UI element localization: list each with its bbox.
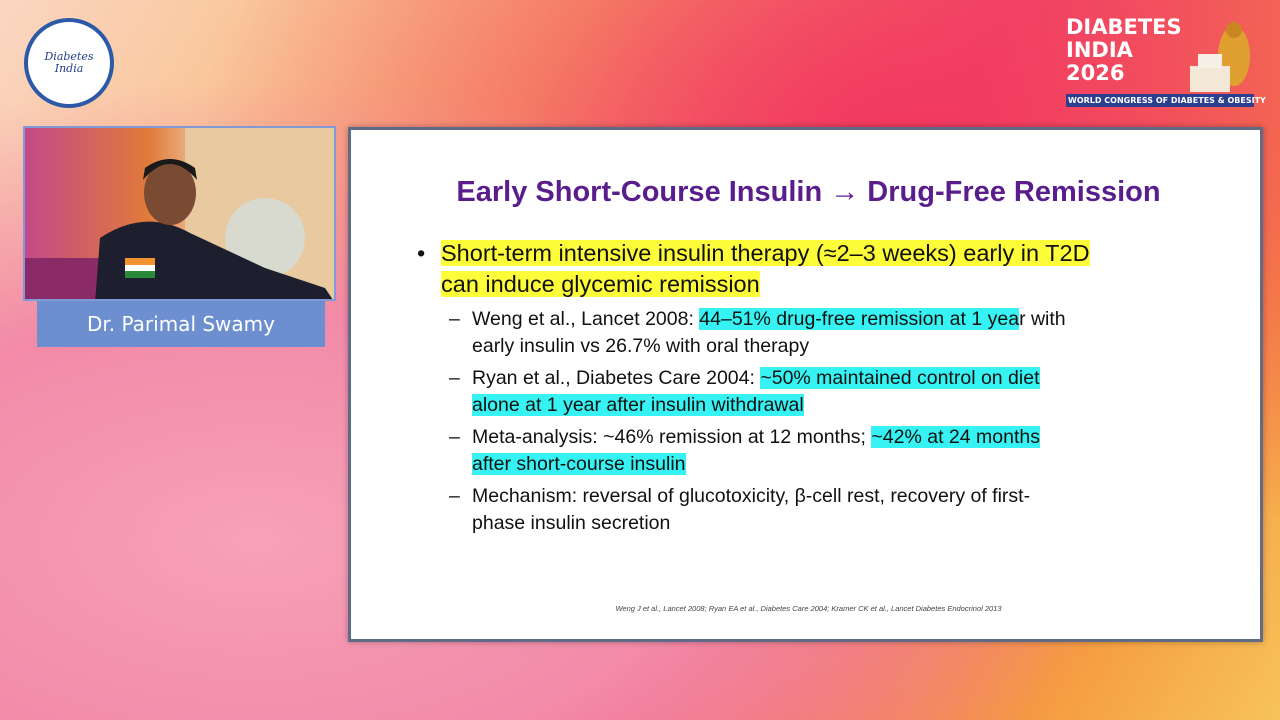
- text-segment: Ryan et al., Diabetes Care 2004:: [472, 367, 761, 389]
- sub-bullet: Meta-analysis: ~46% remission at 12 mont…: [417, 424, 1082, 477]
- video-frame: [25, 128, 334, 299]
- text-segment: r with early insulin vs 26.7% with oral …: [472, 308, 1066, 357]
- text-segment: Meta-analysis: ~46% remission at 12 mont…: [472, 426, 872, 448]
- logo: Diabetes India: [24, 18, 114, 108]
- highlighted-text: Short-term intensive insulin therapy (≈2…: [441, 240, 1090, 297]
- slide: Early Short-Course Insulin → Drug-Free R…: [348, 127, 1263, 642]
- text-segment: Weng et al., Lancet 2008:: [472, 308, 700, 330]
- speaker-name: Dr. Parimal Swamy: [37, 301, 325, 347]
- logo-text: Diabetes India: [44, 50, 94, 75]
- text-segment: Mechanism: reversal of glucotoxicity, β-…: [472, 485, 1031, 534]
- slide-title: Early Short-Course Insulin → Drug-Free R…: [456, 176, 1161, 208]
- sub-bullet: Ryan et al., Diabetes Care 2004: ~50% ma…: [417, 365, 1082, 418]
- event-brand: DIABETES INDIA 2026 WORLD CONGRESS OF DI…: [1066, 15, 1266, 111]
- event-year: 2026: [1066, 61, 1125, 85]
- highlighted-text: 44–51% drug-free remission at 1 yea: [699, 308, 1020, 330]
- statue-icon: [1190, 22, 1250, 92]
- speaker-video[interactable]: [23, 126, 336, 301]
- event-tagline: WORLD CONGRESS OF DIABETES & OBESITY: [1066, 94, 1266, 107]
- event-line: INDIA: [1066, 38, 1133, 62]
- bullet: Short-term intensive insulin therapy (≈2…: [417, 238, 1101, 300]
- event-line: DIABETES: [1066, 15, 1182, 39]
- sub-bullet: Weng et al., Lancet 2008: 44–51% drug-fr…: [417, 306, 1082, 359]
- sub-bullet: Mechanism: reversal of glucotoxicity, β-…: [417, 483, 1082, 536]
- bullet-list: Short-term intensive insulin therapy (≈2…: [417, 238, 1107, 536]
- footnote: Weng J et al., Lancet 2008; Ryan EA et a…: [615, 604, 1002, 613]
